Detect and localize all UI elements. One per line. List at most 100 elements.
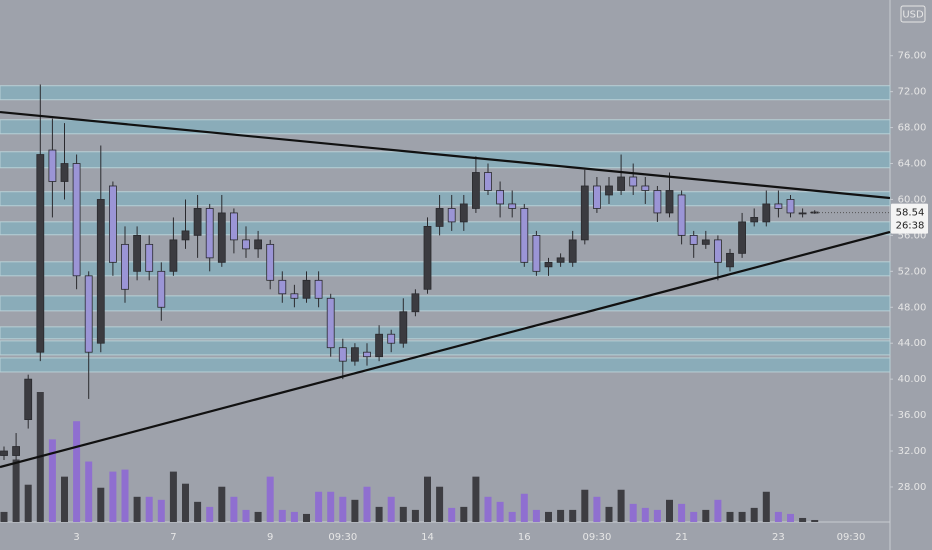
volume-bar	[629, 503, 637, 522]
x-tick-label: 9	[267, 532, 273, 543]
volume-bar	[73, 421, 81, 522]
candle-body	[375, 333, 384, 358]
candle-body	[701, 239, 710, 245]
zone	[0, 326, 891, 340]
zone	[0, 261, 891, 277]
candle-body	[109, 185, 117, 263]
candle-body	[496, 190, 505, 205]
volume-bar	[242, 509, 250, 522]
candle-body	[84, 275, 93, 353]
volume-bar	[290, 511, 298, 522]
volume-bar	[774, 511, 782, 522]
candle-body	[641, 185, 650, 191]
candle-body	[544, 261, 553, 268]
candle-body	[12, 446, 21, 456]
candle-body	[302, 279, 311, 299]
volume-bar	[605, 506, 613, 522]
volume-bar	[557, 509, 565, 522]
candle-body	[653, 190, 662, 214]
x-tick-label: 3	[73, 532, 79, 543]
zone	[0, 221, 891, 236]
volume-bar	[738, 511, 746, 522]
volume-bar	[593, 496, 601, 522]
volume-bar	[411, 509, 419, 522]
candle-body	[193, 208, 202, 236]
zone	[0, 119, 891, 135]
y-tick-label: 72.00	[898, 87, 927, 98]
volume-bar	[133, 496, 141, 522]
y-tick-label: 48.00	[898, 302, 927, 313]
candle-body	[508, 203, 517, 209]
candle-body	[556, 257, 565, 263]
y-tick-label: 60.00	[898, 194, 927, 205]
candle-body	[605, 185, 613, 196]
candle-body	[229, 212, 238, 241]
countdown: 26:38	[896, 221, 925, 232]
y-tick-label: 76.00	[898, 51, 927, 62]
y-tick-label: 52.00	[898, 266, 927, 277]
volume-bar	[545, 511, 552, 522]
volume-bar	[194, 501, 202, 522]
volume-bar	[375, 506, 383, 522]
candle-body	[471, 172, 480, 209]
x-tick-label: 7	[170, 532, 176, 543]
volume-bar	[799, 517, 807, 522]
candle-body	[157, 270, 166, 308]
volume-bar	[726, 511, 734, 522]
candle-body	[96, 199, 105, 344]
candle-body	[24, 378, 33, 420]
volume-bar	[787, 513, 794, 522]
candle-body	[314, 279, 323, 299]
candle-body	[350, 347, 359, 362]
x-tick-label: 09:30	[837, 532, 866, 543]
candle-body	[242, 239, 250, 250]
volume-bar	[182, 483, 189, 522]
volume-bar	[569, 509, 577, 522]
y-tick-label: 44.00	[898, 338, 927, 349]
volume-bar	[278, 509, 286, 522]
candle-body	[217, 212, 226, 263]
y-tick-label: 64.00	[898, 159, 927, 170]
volume-bar	[532, 509, 540, 522]
volume-bar	[230, 496, 238, 522]
candle-body	[459, 203, 468, 223]
volume-bar	[85, 461, 93, 522]
volume-bar	[121, 469, 129, 522]
candle-body	[738, 221, 746, 254]
volume-bar	[218, 486, 226, 522]
volume-bar	[702, 509, 710, 522]
volume-bar	[339, 496, 347, 522]
candle-body	[617, 176, 625, 191]
volume-bar	[109, 471, 117, 522]
candle-body	[762, 203, 771, 223]
volume-bar	[303, 513, 310, 522]
candle-body	[580, 185, 589, 241]
candle-body	[411, 293, 420, 313]
volume-bar	[48, 439, 56, 522]
volume-bar	[678, 503, 686, 522]
candle-body	[290, 293, 299, 299]
currency[interactable]: USD	[902, 10, 924, 21]
volume-bar	[254, 511, 262, 522]
volume-bar	[0, 511, 8, 522]
candle-body	[677, 194, 686, 236]
x-tick-label: 14	[421, 532, 434, 543]
last-price-box	[891, 203, 928, 234]
volume-bar	[61, 476, 68, 522]
candle-body	[532, 234, 541, 272]
volume-bar	[666, 499, 673, 522]
candle-body	[568, 239, 577, 263]
volume-bar	[12, 459, 20, 522]
candle-body	[278, 279, 287, 295]
y-tick-label: 28.00	[898, 482, 927, 493]
volume-bar	[157, 499, 165, 522]
candle-body	[399, 311, 408, 344]
volume-bar	[327, 491, 335, 522]
zone	[0, 85, 891, 101]
volume-bar	[24, 484, 32, 522]
volume-bar	[762, 491, 770, 522]
currency-box[interactable]	[900, 5, 926, 23]
candle-body	[520, 208, 529, 263]
volume-bar	[460, 506, 468, 522]
